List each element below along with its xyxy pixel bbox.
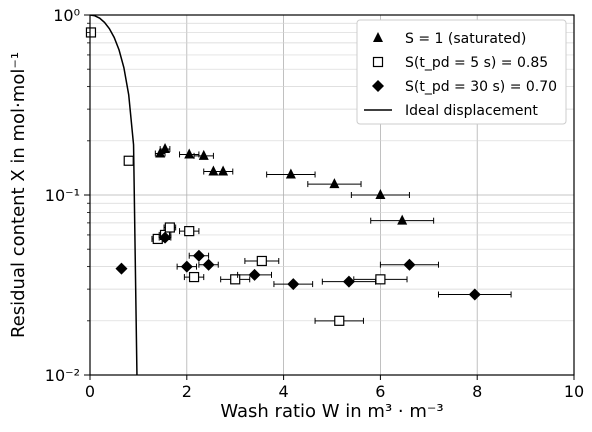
x-tick-label: 8 xyxy=(472,382,482,401)
diamond-data-point xyxy=(115,262,128,275)
legend-square-open-swatch xyxy=(372,56,384,68)
triangle-data-point xyxy=(160,143,171,154)
legend-box xyxy=(356,19,567,125)
x-tick-label: 6 xyxy=(375,382,385,401)
diamond-data-point xyxy=(202,258,215,271)
square-open-data-point xyxy=(184,226,195,237)
y-axis-label: Residual content X in mol·mol⁻¹ xyxy=(8,52,29,338)
diamond-data-point xyxy=(248,268,261,281)
diamond-data-point xyxy=(180,260,193,273)
square-open-data-point xyxy=(188,271,200,283)
x-tick-label: 10 xyxy=(564,382,584,401)
triangle-data-point xyxy=(375,189,386,199)
y-tick-label: 10⁻² xyxy=(45,366,80,385)
y-tick-label: 10⁻¹ xyxy=(45,186,80,205)
diamond-data-point xyxy=(342,275,355,288)
square-open-data-point xyxy=(375,274,386,285)
triangle-data-point xyxy=(184,148,195,159)
square-open-data-point xyxy=(256,255,267,267)
triangle-data-point xyxy=(285,168,296,179)
tick-labels: 0 2 4 6 8 10 10⁻² 10⁻¹ 10⁰ xyxy=(45,6,584,401)
triangle-data-point xyxy=(155,147,166,158)
square-open-data-point xyxy=(164,222,175,233)
legend-label: Ideal displacement xyxy=(405,103,538,119)
diamond-data-point xyxy=(192,249,205,262)
square-open-data-point xyxy=(334,315,345,326)
legend-label: S = 1 (saturated) xyxy=(405,31,526,47)
square-open-data-point xyxy=(123,155,134,166)
x-tick-label: 2 xyxy=(182,382,192,401)
diamond-data-point xyxy=(468,288,481,301)
legend: S = 1 (saturated) S(t_pd = 5 s) = 0.85 S(t… xyxy=(356,19,567,125)
legend-triangle-swatch xyxy=(373,32,383,42)
legend-label: S(t_pd = 5 s) = 0.85 xyxy=(405,55,548,71)
diamond-data-point xyxy=(403,258,416,271)
square-open-data-point xyxy=(85,27,97,38)
x-tick-label: 4 xyxy=(279,382,289,401)
diamond-data-point xyxy=(159,231,172,244)
square-open-data-point xyxy=(230,274,241,285)
y-tick-label: 10⁰ xyxy=(53,6,80,25)
ideal-displacement-curve-layer xyxy=(90,15,138,375)
legend-diamond-swatch xyxy=(372,80,384,92)
triangle-data-point xyxy=(198,149,209,160)
triangle-data-point xyxy=(397,214,408,225)
x-tick-label: 0 xyxy=(85,382,95,401)
data-points xyxy=(85,27,512,326)
triangle-data-point xyxy=(218,165,229,176)
triangle-data-point xyxy=(329,178,340,189)
x-axis-label: Wash ratio W in m³ · m⁻³ xyxy=(220,401,443,422)
legend-label: S(t_pd = 30 s) = 0.70 xyxy=(405,79,557,95)
ideal-displacement-line xyxy=(90,15,138,375)
diamond-data-point xyxy=(287,278,300,291)
